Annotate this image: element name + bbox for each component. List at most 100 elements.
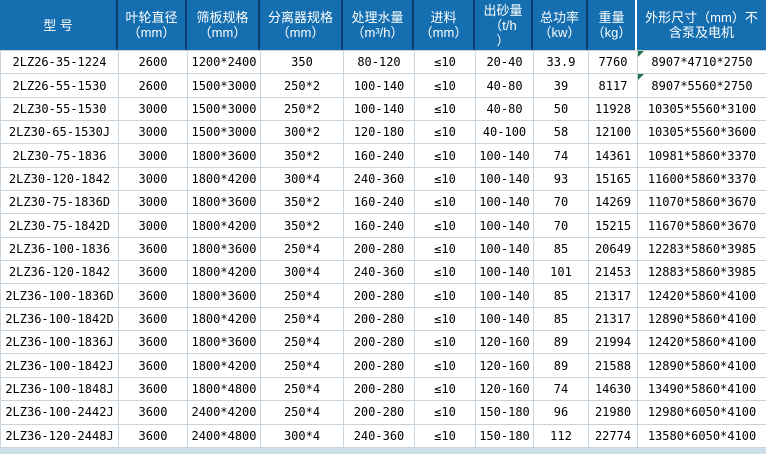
table-cell[interactable]: 22774 [588, 423, 638, 448]
table-cell[interactable]: 14630 [588, 376, 638, 402]
table-cell[interactable]: 3600 [118, 306, 188, 332]
table-cell[interactable]: 200-280 [343, 376, 415, 402]
table-cell[interactable]: 300*4 [260, 260, 344, 285]
header-cell[interactable]: 出砂量 （t/h ） [475, 0, 533, 50]
table-cell[interactable]: 11670*5860*3670 [637, 213, 766, 238]
table-cell[interactable]: 100-140 [475, 190, 534, 215]
table-cell[interactable]: 1500*3000 [187, 73, 261, 98]
header-cell[interactable]: 分离器规格 （mm） [260, 0, 343, 50]
table-cell[interactable]: 2LZ36-100-1836 [0, 236, 119, 262]
table-cell[interactable]: 200-280 [343, 400, 415, 425]
table-cell[interactable]: 350 [260, 49, 344, 75]
table-cell[interactable]: 101 [533, 260, 589, 285]
table-cell[interactable]: 85 [533, 283, 589, 308]
table-cell[interactable]: 74 [533, 376, 589, 402]
table-cell[interactable]: 3600 [118, 330, 188, 355]
table-cell[interactable]: 3000 [118, 143, 188, 168]
table-cell[interactable]: 1500*3000 [187, 120, 261, 145]
table-cell[interactable]: 12980*6050*4100 [637, 400, 766, 425]
table-cell[interactable]: 240-360 [343, 260, 415, 285]
table-cell[interactable]: 3000 [118, 96, 188, 122]
table-cell[interactable]: 250*4 [260, 236, 344, 262]
table-cell-error-flag[interactable]: 8907*5560*2750 [637, 73, 766, 98]
header-cell[interactable]: 处理水量 （m³/h） [343, 0, 414, 50]
table-cell[interactable]: 1800*4200 [187, 213, 261, 238]
table-cell[interactable]: 1800*3600 [187, 236, 261, 262]
table-cell[interactable]: 150-180 [475, 400, 534, 425]
table-cell[interactable]: 21317 [588, 306, 638, 332]
table-cell[interactable]: 3600 [118, 353, 188, 378]
table-cell[interactable]: 250*4 [260, 330, 344, 355]
table-cell[interactable]: ≤10 [414, 213, 476, 238]
table-cell[interactable]: 20649 [588, 236, 638, 262]
table-cell[interactable]: 13580*6050*4100 [637, 423, 766, 448]
table-cell[interactable]: 12283*5860*3985 [637, 236, 766, 262]
table-cell[interactable]: 100-140 [475, 283, 534, 308]
table-cell[interactable]: 100-140 [475, 236, 534, 262]
table-cell[interactable]: 10305*5560*3600 [637, 120, 766, 145]
table-cell[interactable]: 2LZ30-65-1530J [0, 120, 119, 145]
table-cell[interactable]: 1200*2400 [187, 49, 261, 75]
table-cell[interactable]: 21588 [588, 353, 638, 378]
table-cell[interactable]: 3600 [118, 236, 188, 262]
table-cell[interactable]: 3600 [118, 400, 188, 425]
table-cell[interactable]: 160-240 [343, 213, 415, 238]
table-cell[interactable]: 300*2 [260, 120, 344, 145]
table-cell[interactable]: 15215 [588, 213, 638, 238]
table-cell[interactable]: 100-140 [475, 143, 534, 168]
table-cell[interactable]: 350*2 [260, 190, 344, 215]
table-cell[interactable]: 12420*5860*4100 [637, 283, 766, 308]
table-cell[interactable]: 2LZ30-75-1836D [0, 190, 119, 215]
table-cell[interactable]: ≤10 [414, 260, 476, 285]
table-cell[interactable]: 300*4 [260, 423, 344, 448]
table-cell[interactable]: 1800*4200 [187, 306, 261, 332]
table-cell[interactable]: ≤10 [414, 73, 476, 98]
table-cell[interactable]: 10305*5560*3100 [637, 96, 766, 122]
table-cell[interactable]: 3600 [118, 423, 188, 448]
table-cell[interactable]: 350*2 [260, 143, 344, 168]
table-cell[interactable]: 200-280 [343, 283, 415, 308]
table-cell[interactable]: 300*4 [260, 166, 344, 192]
table-cell[interactable]: 3000 [118, 166, 188, 192]
table-cell[interactable]: 3600 [118, 376, 188, 402]
table-cell[interactable]: 200-280 [343, 330, 415, 355]
table-cell[interactable]: 1800*4200 [187, 166, 261, 192]
table-cell[interactable]: 3600 [118, 283, 188, 308]
table-cell[interactable]: ≤10 [414, 306, 476, 332]
table-cell[interactable]: 21317 [588, 283, 638, 308]
table-cell[interactable]: 250*4 [260, 306, 344, 332]
table-cell[interactable]: 2LZ30-75-1842D [0, 213, 119, 238]
table-cell[interactable]: 1800*4800 [187, 376, 261, 402]
table-cell[interactable]: 2LZ36-100-1848J [0, 376, 119, 402]
table-cell[interactable]: 1500*3000 [187, 96, 261, 122]
table-cell[interactable]: 89 [533, 330, 589, 355]
table-cell[interactable]: 160-240 [343, 190, 415, 215]
table-cell[interactable]: ≤10 [414, 166, 476, 192]
table-cell[interactable]: 21980 [588, 400, 638, 425]
header-cell[interactable]: 筛板规格 （mm） [187, 0, 260, 50]
table-cell[interactable]: 2400*4200 [187, 400, 261, 425]
table-cell[interactable]: 21453 [588, 260, 638, 285]
table-cell[interactable]: 1800*3600 [187, 190, 261, 215]
table-cell[interactable]: 93 [533, 166, 589, 192]
table-cell[interactable]: 20-40 [475, 49, 534, 75]
table-cell[interactable]: 250*4 [260, 353, 344, 378]
table-cell[interactable]: 120-160 [475, 376, 534, 402]
table-cell[interactable]: 40-80 [475, 96, 534, 122]
table-cell[interactable]: 2400*4800 [187, 423, 261, 448]
table-cell[interactable]: 100-140 [475, 306, 534, 332]
table-cell[interactable]: 250*4 [260, 376, 344, 402]
table-cell[interactable]: 120-160 [475, 330, 534, 355]
table-cell[interactable]: 120-180 [343, 120, 415, 145]
table-cell[interactable]: 85 [533, 306, 589, 332]
table-cell[interactable]: 39 [533, 73, 589, 98]
table-cell[interactable]: ≤10 [414, 96, 476, 122]
table-cell[interactable]: 2LZ36-100-1836J [0, 330, 119, 355]
table-cell[interactable]: 50 [533, 96, 589, 122]
table-cell[interactable]: 2LZ36-100-2442J [0, 400, 119, 425]
table-cell[interactable]: 2LZ36-120-1842 [0, 260, 119, 285]
table-cell[interactable]: 3600 [118, 260, 188, 285]
table-cell[interactable]: 1800*3600 [187, 283, 261, 308]
table-cell[interactable]: ≤10 [414, 120, 476, 145]
table-cell[interactable]: ≤10 [414, 190, 476, 215]
